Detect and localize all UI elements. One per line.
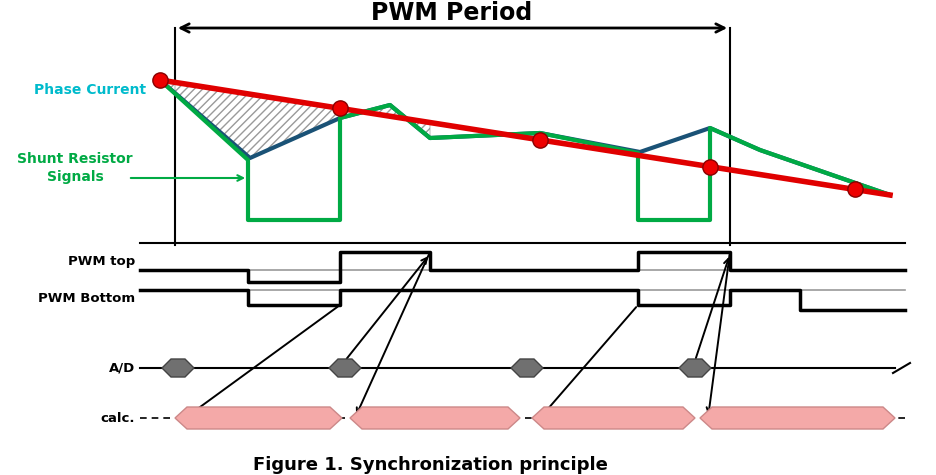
Polygon shape bbox=[329, 359, 360, 377]
Polygon shape bbox=[510, 359, 543, 377]
Text: PWM Period: PWM Period bbox=[371, 1, 532, 25]
Polygon shape bbox=[350, 407, 519, 429]
Polygon shape bbox=[532, 407, 695, 429]
Polygon shape bbox=[679, 359, 710, 377]
Text: Shunt Resistor
Signals: Shunt Resistor Signals bbox=[17, 152, 133, 184]
Polygon shape bbox=[162, 359, 194, 377]
Text: PWM top: PWM top bbox=[67, 256, 135, 268]
Polygon shape bbox=[175, 407, 342, 429]
Text: Figure 1. Synchronization principle: Figure 1. Synchronization principle bbox=[253, 456, 607, 474]
Text: Phase Current: Phase Current bbox=[34, 83, 146, 97]
Text: PWM Bottom: PWM Bottom bbox=[37, 292, 135, 304]
Text: calc.: calc. bbox=[100, 411, 135, 425]
Polygon shape bbox=[699, 407, 894, 429]
Polygon shape bbox=[160, 80, 340, 158]
Text: A/D: A/D bbox=[109, 361, 135, 374]
Polygon shape bbox=[340, 105, 430, 138]
